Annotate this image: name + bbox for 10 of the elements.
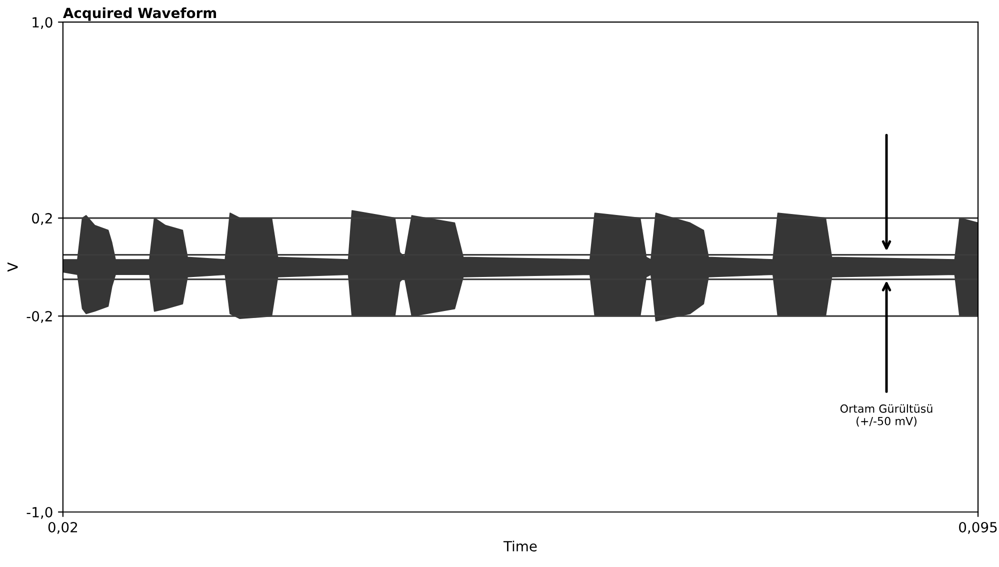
y-tick-label: -0,2 — [26, 311, 52, 323]
y-tick-label: 1,0 — [32, 17, 52, 30]
chart-title: Acquired Waveform — [63, 7, 216, 21]
y-tick-label: 0,2 — [32, 213, 52, 225]
x-axis-title: Time — [503, 540, 537, 552]
y-axis-title: V — [8, 262, 18, 272]
annotation: Ortam Gürültüsü (+/-50 mV) — [840, 404, 932, 427]
x-tick-label: 0,02 — [48, 522, 78, 534]
y-tick-label: -1,0 — [26, 506, 52, 519]
x-tick-label: 0,095 — [959, 522, 997, 534]
